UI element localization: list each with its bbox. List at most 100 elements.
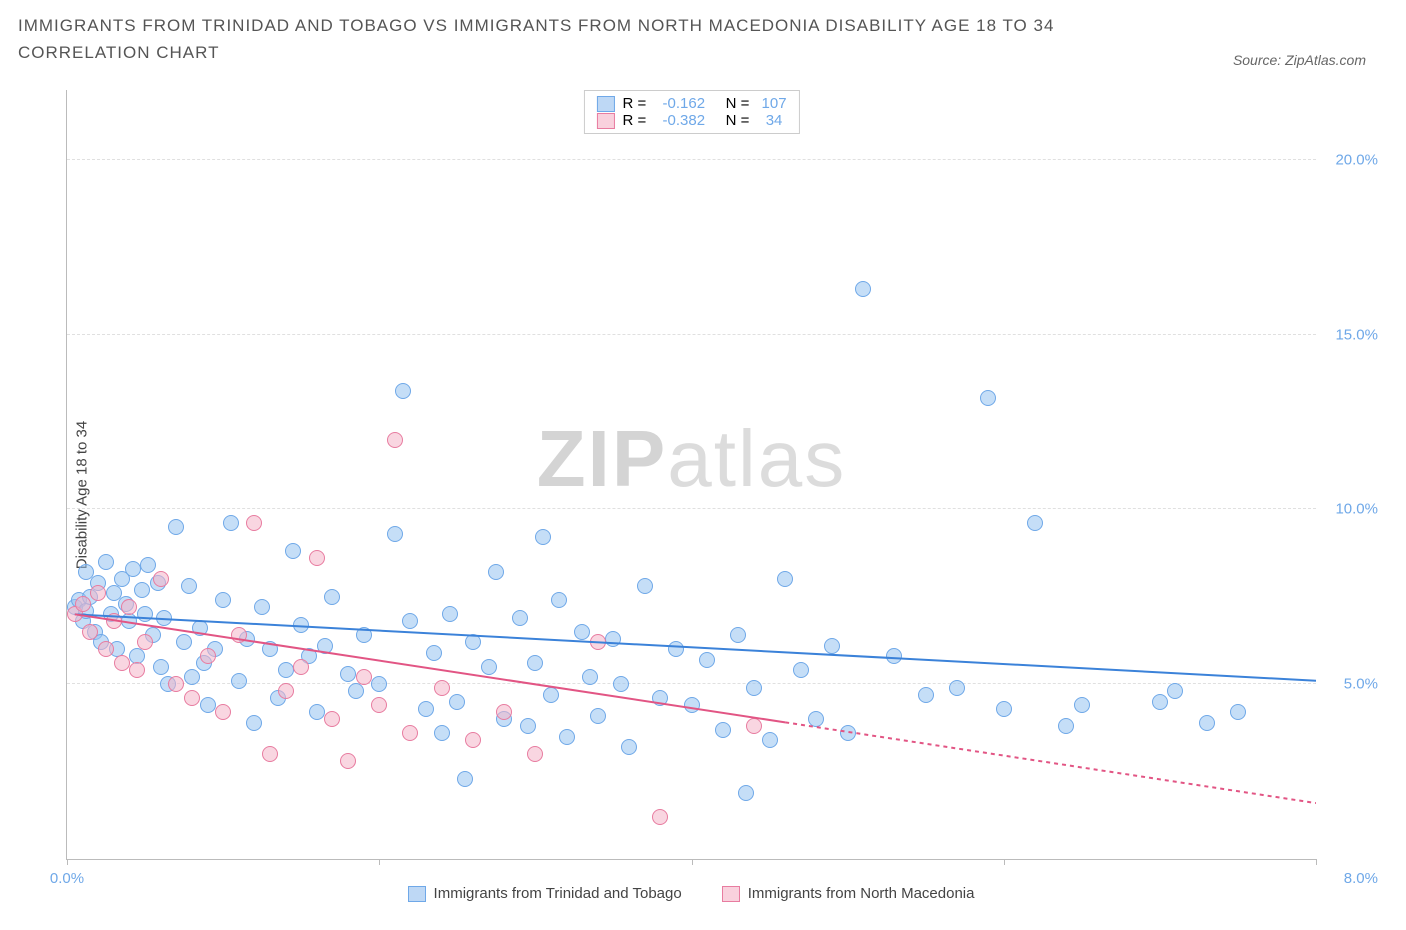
data-point [246, 715, 262, 731]
legend-item-macedonia: Immigrants from North Macedonia [722, 885, 975, 902]
data-point [387, 432, 403, 448]
y-tick-label: 15.0% [1335, 326, 1378, 343]
legend-row-1: R = -0.162 N = 107 [596, 95, 786, 112]
data-point [176, 634, 192, 650]
swatch-blue-icon [408, 886, 426, 902]
data-point [348, 683, 364, 699]
data-point [184, 690, 200, 706]
data-point [793, 662, 809, 678]
data-point [168, 519, 184, 535]
data-point [1167, 683, 1183, 699]
data-point [465, 634, 481, 650]
x-tick [692, 859, 693, 865]
data-point [520, 718, 536, 734]
data-point [777, 571, 793, 587]
data-point [559, 729, 575, 745]
data-point [340, 753, 356, 769]
y-tick-label: 10.0% [1335, 501, 1378, 518]
x-tick [67, 859, 68, 865]
data-point [137, 606, 153, 622]
data-point [434, 725, 450, 741]
data-point [278, 662, 294, 678]
chart-title: IMMIGRANTS FROM TRINIDAD AND TOBAGO VS I… [18, 12, 1138, 66]
data-point [808, 711, 824, 727]
data-point [371, 676, 387, 692]
data-point [762, 732, 778, 748]
plot-area: ZIPatlas R = -0.162 N = 107 R = -0.382 N… [66, 90, 1316, 860]
data-point [746, 680, 762, 696]
data-point [309, 550, 325, 566]
data-point [402, 725, 418, 741]
data-point [1058, 718, 1074, 734]
gridline [67, 683, 1316, 684]
data-point [918, 687, 934, 703]
data-point [582, 669, 598, 685]
data-point [621, 739, 637, 755]
data-point [652, 809, 668, 825]
legend-item-trinidad: Immigrants from Trinidad and Tobago [408, 885, 682, 902]
data-point [434, 680, 450, 696]
data-point [886, 648, 902, 664]
data-point [137, 634, 153, 650]
data-point [699, 652, 715, 668]
data-point [254, 599, 270, 615]
data-point [668, 641, 684, 657]
data-point [684, 697, 700, 713]
swatch-blue [596, 96, 614, 112]
data-point [153, 659, 169, 675]
y-tick-label: 20.0% [1335, 151, 1378, 168]
data-point [395, 383, 411, 399]
data-point [996, 701, 1012, 717]
data-point [855, 281, 871, 297]
data-point [371, 697, 387, 713]
data-point [543, 687, 559, 703]
data-point [387, 526, 403, 542]
legend-row-2: R = -0.382 N = 34 [596, 112, 786, 129]
data-point [200, 648, 216, 664]
data-point [738, 785, 754, 801]
data-point [574, 624, 590, 640]
data-point [121, 613, 137, 629]
data-point [262, 641, 278, 657]
data-point [746, 718, 762, 734]
data-point [121, 599, 137, 615]
data-point [90, 585, 106, 601]
data-point [184, 669, 200, 685]
x-tick-label: 8.0% [1344, 870, 1378, 887]
data-point [98, 641, 114, 657]
data-point [840, 725, 856, 741]
data-point [200, 697, 216, 713]
data-point [1152, 694, 1168, 710]
data-point [824, 638, 840, 654]
data-point [1027, 515, 1043, 531]
data-point [442, 606, 458, 622]
data-point [652, 690, 668, 706]
data-point [293, 617, 309, 633]
data-point [527, 655, 543, 671]
data-point [215, 704, 231, 720]
correlation-legend: R = -0.162 N = 107 R = -0.382 N = 34 [583, 90, 799, 134]
data-point [153, 571, 169, 587]
data-point [340, 666, 356, 682]
data-point [285, 543, 301, 559]
data-point [426, 645, 442, 661]
data-point [134, 582, 150, 598]
swatch-pink [596, 113, 614, 129]
data-point [129, 662, 145, 678]
data-point [317, 638, 333, 654]
data-point [324, 589, 340, 605]
swatch-pink-icon [722, 886, 740, 902]
data-point [488, 564, 504, 580]
data-point [949, 680, 965, 696]
data-point [1230, 704, 1246, 720]
data-point [278, 683, 294, 699]
data-point [637, 578, 653, 594]
trend-lines [67, 90, 1316, 859]
data-point [402, 613, 418, 629]
data-point [125, 561, 141, 577]
data-point [324, 711, 340, 727]
data-point [418, 701, 434, 717]
gridline [67, 159, 1316, 160]
data-point [715, 722, 731, 738]
data-point [481, 659, 497, 675]
